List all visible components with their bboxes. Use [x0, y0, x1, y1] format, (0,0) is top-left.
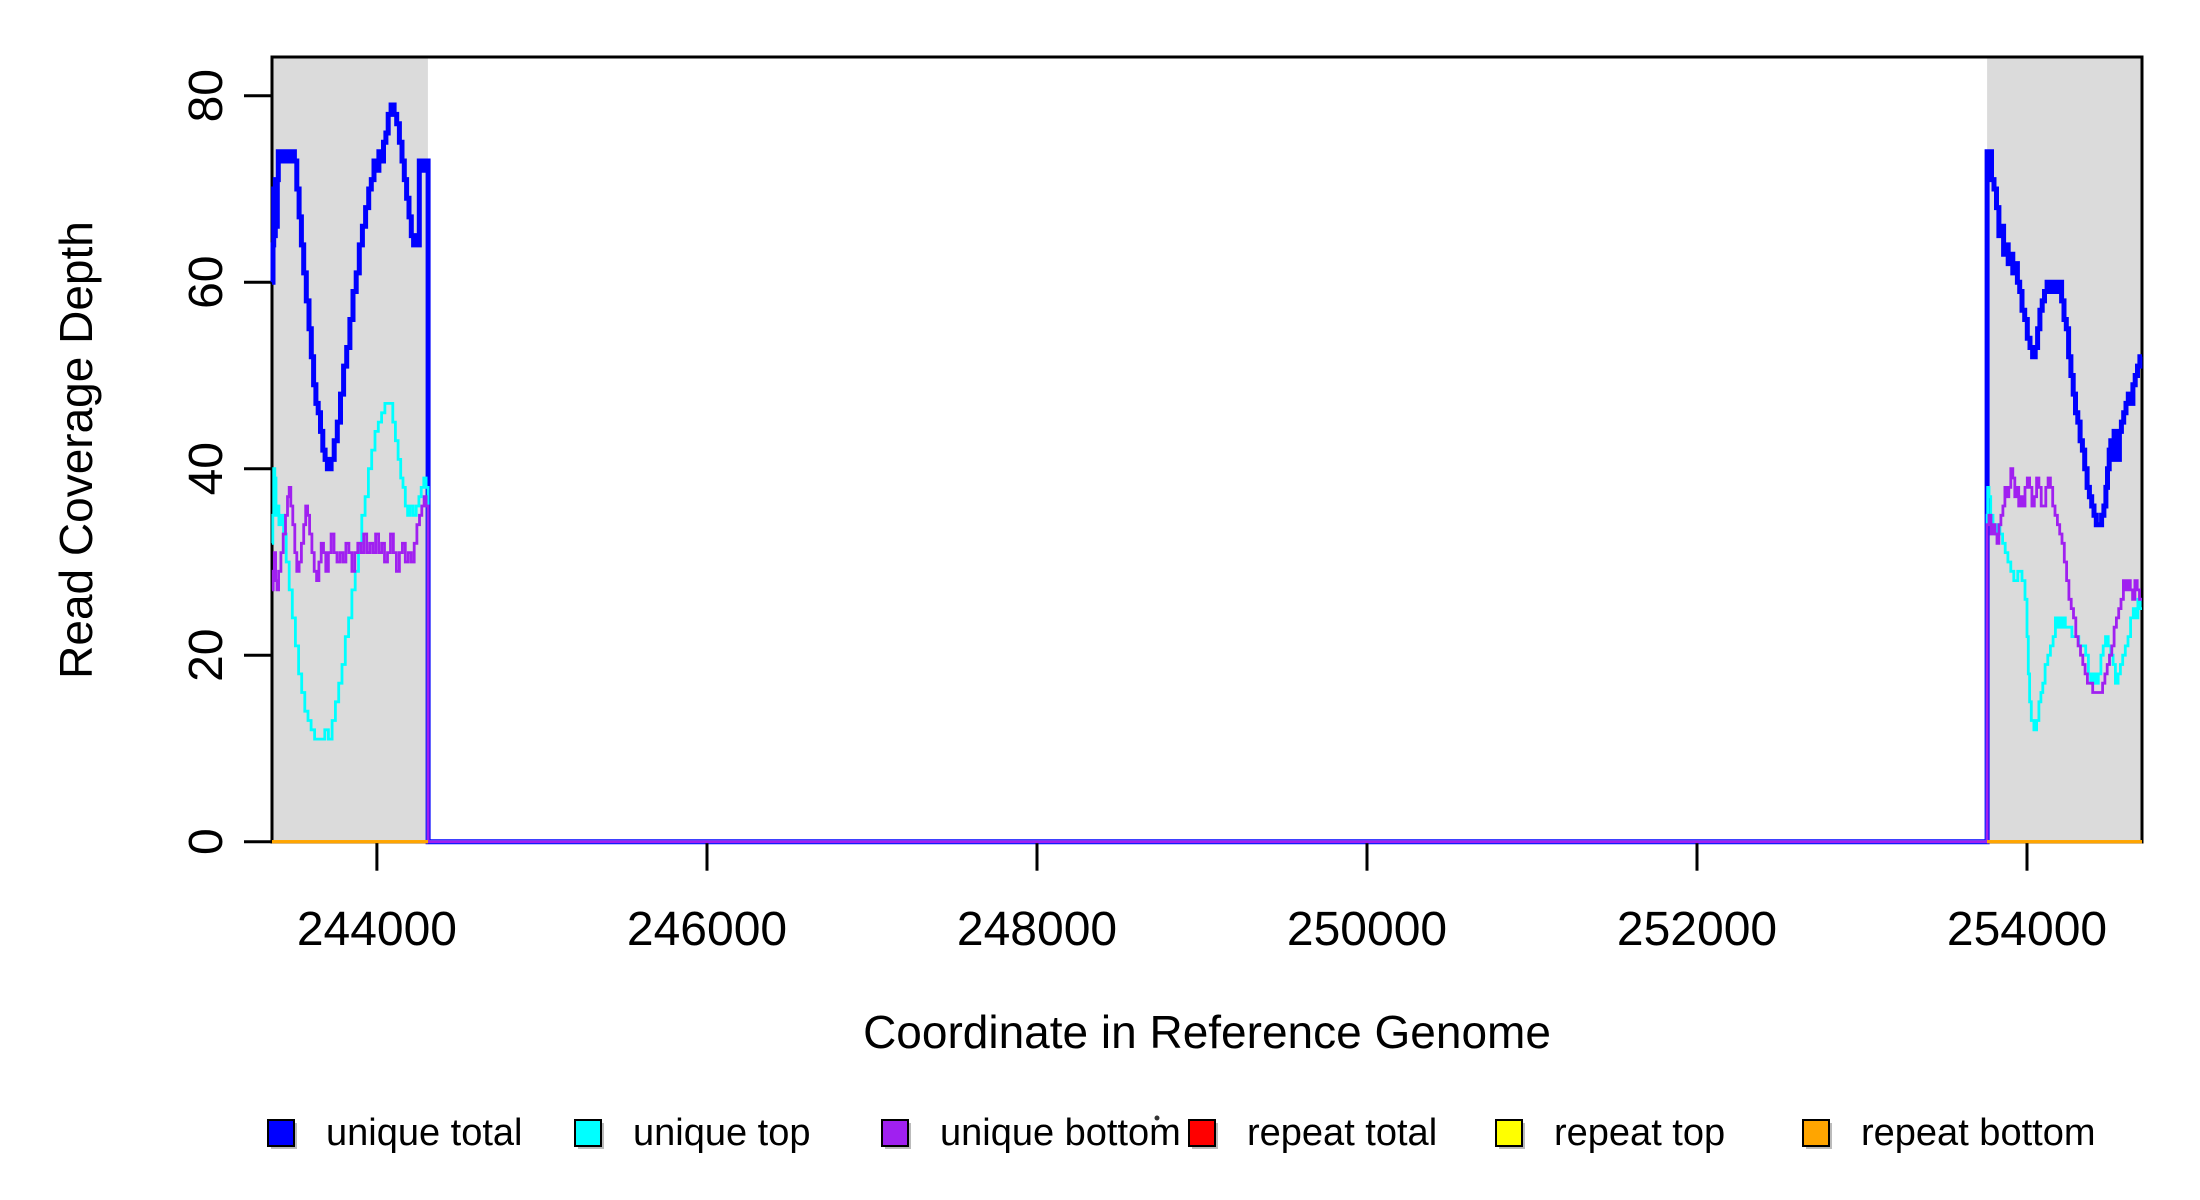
highlight-regions — [272, 57, 2142, 844]
legend-item-repeat-total: repeat total — [1188, 1112, 1437, 1154]
legend-label: unique total — [326, 1112, 523, 1154]
legend-item-repeat-top: repeat top — [1495, 1112, 1725, 1154]
stray-dot — [1154, 1115, 1160, 1121]
x-tick-label: 248000 — [957, 903, 1117, 956]
legend-label: repeat total — [1247, 1112, 1437, 1154]
series-unique-total — [270, 102, 2143, 845]
legend-label: repeat bottom — [1861, 1112, 2095, 1154]
y-tick-label: 80 — [180, 69, 233, 122]
legend-item-unique-top: unique top — [574, 1112, 811, 1154]
x-tick-label: 252000 — [1617, 903, 1777, 956]
legend-key-unique-total — [267, 1119, 295, 1147]
series-lines — [270, 102, 2143, 845]
plot-border — [270, 55, 2144, 844]
legend-label: unique top — [633, 1112, 811, 1154]
legend-key-unique-top — [574, 1119, 602, 1147]
legend-key-repeat-bottom — [1802, 1119, 1830, 1147]
x-axis: 244000 246000 248000 250000 252000 254000 — [297, 843, 2107, 956]
legend-key-repeat-total — [1188, 1119, 1216, 1147]
x-axis-title: Coordinate in Reference Genome — [863, 1006, 1551, 1058]
legend-item-unique-total: unique total — [267, 1112, 523, 1154]
y-axis-title: Read Coverage Depth — [50, 221, 102, 679]
y-tick-label: 0 — [180, 828, 233, 855]
series-unique-bottom — [271, 467, 2142, 844]
legend: unique total unique top unique bottom re… — [267, 1112, 2095, 1154]
series-unique-top — [271, 402, 2142, 844]
legend-label: repeat top — [1554, 1112, 1725, 1154]
legend-key-repeat-top — [1495, 1119, 1523, 1147]
legend-key-unique-bottom — [881, 1119, 909, 1147]
y-tick-label: 20 — [180, 629, 233, 682]
x-tick-label: 246000 — [627, 903, 787, 956]
y-tick-label: 60 — [180, 256, 233, 309]
x-tick-label: 250000 — [1287, 903, 1447, 956]
legend-item-repeat-bottom: repeat bottom — [1802, 1112, 2095, 1154]
y-tick-label: 40 — [180, 442, 233, 495]
x-tick-label: 244000 — [297, 903, 457, 956]
y-axis: 0 20 40 60 80 — [180, 69, 271, 855]
legend-item-unique-bottom: unique bottom — [881, 1112, 1181, 1154]
x-tick-label: 254000 — [1947, 903, 2107, 956]
legend-label: unique bottom — [940, 1112, 1181, 1154]
